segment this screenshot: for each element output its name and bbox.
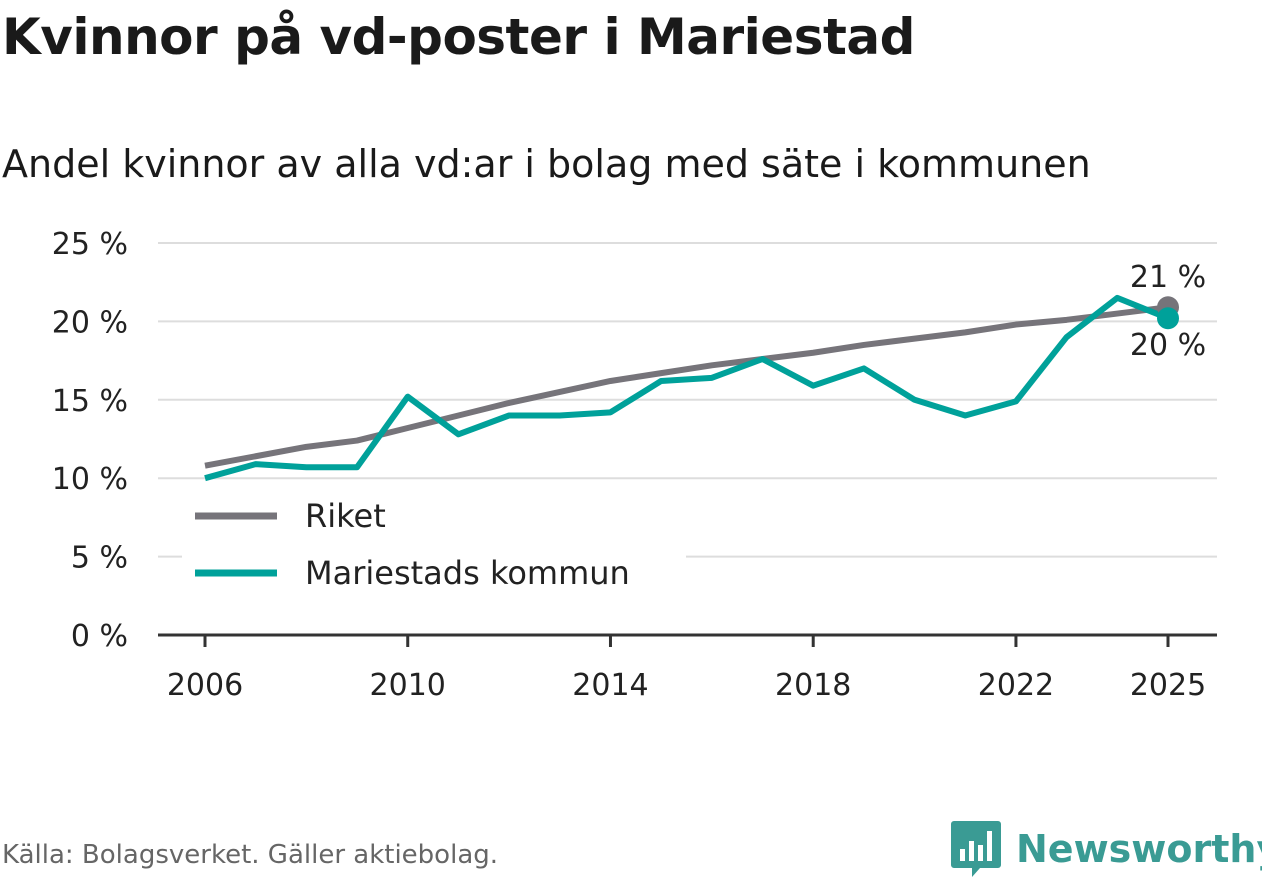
end-label: 20 % — [1130, 328, 1206, 363]
source-note: Källa: Bolagsverket. Gäller aktiebolag. — [2, 840, 499, 870]
legend-label: Mariestads kommun — [305, 554, 630, 592]
x-tick-label: 2025 — [1130, 668, 1206, 703]
y-tick-label: 15 % — [52, 384, 128, 419]
newsworthy-logo-icon — [951, 821, 1001, 877]
brand-name: Newsworthy — [1016, 827, 1262, 871]
series-end-point — [1157, 307, 1179, 330]
end-label: 21 % — [1130, 260, 1206, 295]
x-tick-label: 2018 — [775, 668, 851, 703]
x-tick-label: 2014 — [572, 668, 648, 703]
brand-logo: Newsworthy — [950, 818, 1262, 880]
chart-subtitle: Andel kvinnor av alla vd:ar i bolag med … — [2, 142, 1091, 186]
series-line — [204, 294, 1170, 482]
legend-box — [182, 492, 686, 606]
chart-title: Kvinnor på vd-poster i Mariestad — [2, 8, 915, 66]
x-tick-label: 2022 — [978, 668, 1054, 703]
series-line — [204, 304, 1169, 469]
x-tick-label: 2010 — [370, 668, 446, 703]
x-tick-label: 2006 — [167, 668, 243, 703]
y-tick-label: 10 % — [52, 462, 128, 497]
y-tick-label: 25 % — [52, 227, 128, 262]
legend-label: Riket — [305, 497, 386, 535]
y-tick-label: 0 % — [71, 619, 128, 654]
y-tick-label: 20 % — [52, 305, 128, 340]
y-tick-label: 5 % — [71, 541, 128, 576]
